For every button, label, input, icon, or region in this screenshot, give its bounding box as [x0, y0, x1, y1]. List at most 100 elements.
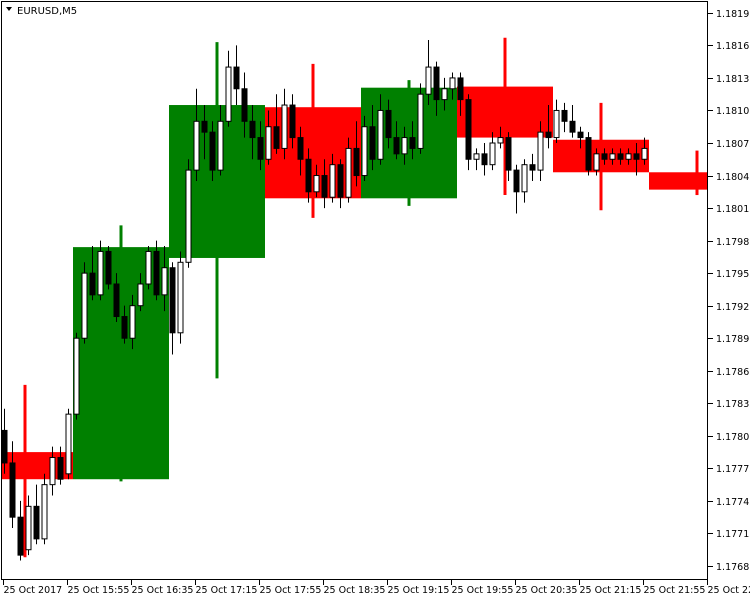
candle-body — [233, 66, 240, 90]
y-tick-label: 1.17775 — [716, 464, 750, 475]
candle-body — [209, 131, 216, 171]
candle-body — [65, 413, 72, 475]
candlesticks — [1, 39, 648, 561]
candle-body — [569, 120, 576, 133]
higher-timeframe-bars — [2, 37, 707, 558]
x-tick-label: 25 Oct 19:15 — [388, 585, 450, 596]
x-tick-label: 25 Oct 20:35 — [516, 585, 578, 596]
candle-body — [273, 126, 280, 149]
candle-body — [473, 153, 480, 160]
plot-frame — [1, 1, 708, 580]
y-tick-label: 1.17805 — [716, 432, 750, 443]
candle-body — [177, 261, 184, 334]
x-tick-label: 25 Oct 18:35 — [324, 585, 386, 596]
y-tick-label: 1.17835 — [716, 399, 750, 410]
candle-body — [33, 505, 40, 540]
htf-bar-body — [73, 247, 169, 480]
candle-body — [601, 153, 608, 160]
candle-body — [585, 137, 592, 171]
candle-body — [561, 109, 568, 122]
candle-body — [321, 175, 328, 198]
y-tick-label: 1.17955 — [716, 269, 750, 280]
candle-body — [105, 250, 112, 285]
y-tick-label: 1.17865 — [716, 367, 750, 378]
candle-body — [625, 153, 632, 160]
candle-body — [337, 164, 344, 198]
htf-bar-body — [553, 139, 649, 173]
candle-body — [225, 66, 232, 122]
y-tick-label: 1.17985 — [716, 237, 750, 248]
y-tick-label: 1.18075 — [716, 139, 750, 150]
candle-body — [73, 337, 80, 415]
x-tick-label: 25 Oct 17:55 — [260, 585, 322, 596]
candle-body — [121, 316, 128, 339]
candle-body — [289, 104, 296, 139]
candle-body — [17, 516, 24, 556]
y-tick-label: 1.17745 — [716, 497, 750, 508]
htf-bar-body — [361, 87, 457, 199]
candle-body — [137, 283, 144, 307]
candle-body — [577, 131, 584, 139]
candle-body — [1, 429, 8, 464]
candle-body — [489, 142, 496, 166]
symbol-header: EURUSD,M5 — [6, 6, 77, 17]
y-tick-label: 1.18105 — [716, 106, 750, 117]
candle-body — [81, 272, 88, 339]
candle-body — [161, 267, 168, 296]
candle-body — [513, 169, 520, 193]
htf-bar-body — [169, 105, 265, 258]
y-tick-label: 1.18195 — [716, 9, 750, 20]
symbol-label: EURUSD,M5 — [17, 6, 77, 17]
candle-body — [145, 250, 152, 285]
candle-body — [265, 126, 272, 160]
candle-body — [249, 120, 256, 139]
candle-body — [505, 137, 512, 171]
candle-body — [41, 484, 48, 540]
candle-body — [257, 137, 264, 160]
candle-body — [97, 250, 104, 296]
y-tick-label: 1.17895 — [716, 334, 750, 345]
candle-body — [537, 131, 544, 171]
candle-body — [433, 66, 440, 101]
dropdown-triangle-icon[interactable] — [6, 7, 12, 11]
x-tick-label: 25 Oct 17:15 — [196, 585, 258, 596]
x-tick-label: 25 Oct 21:55 — [644, 585, 706, 596]
candle-body — [449, 77, 456, 90]
candle-body — [377, 109, 384, 160]
htf-bar-body — [457, 86, 553, 138]
candle-body — [521, 164, 528, 193]
x-tick-label: 25 Oct 21:15 — [580, 585, 642, 596]
htf-bar-body — [649, 172, 707, 190]
y-tick-label: 1.18015 — [716, 204, 750, 215]
candle-body — [529, 164, 536, 171]
candle-body — [369, 126, 376, 160]
candle-body — [281, 104, 288, 149]
x-tick-label: 25 Oct 19:55 — [452, 585, 514, 596]
candle-body — [465, 99, 472, 160]
candle-body — [457, 77, 464, 101]
y-tick-label: 1.17715 — [716, 529, 750, 540]
candle-body — [185, 169, 192, 263]
candle-body — [409, 137, 416, 149]
candle-body — [297, 137, 304, 160]
candle-body — [609, 153, 616, 160]
htf-bar-body — [265, 107, 361, 199]
candle-body — [193, 120, 200, 171]
y-tick-label: 1.17925 — [716, 302, 750, 313]
y-tick-label: 1.18135 — [716, 74, 750, 85]
candle-body — [153, 250, 160, 296]
candle-body — [129, 305, 136, 339]
candle-body — [481, 153, 488, 166]
candle-body — [313, 175, 320, 193]
candle-body — [385, 109, 392, 139]
x-tick-label: 25 Oct 2017 — [4, 585, 63, 596]
candle-body — [593, 153, 600, 171]
y-tick-label: 1.18045 — [716, 172, 750, 183]
candle-body — [201, 120, 208, 133]
x-tick-label: 25 Oct 15:55 — [68, 585, 130, 596]
candle-body — [217, 120, 224, 171]
price-axis: 1.18195 1.18165 1.18135 1.18105 1.18075 1.180… — [708, 9, 750, 573]
x-tick-label: 25 Oct 22 — [708, 585, 750, 596]
candle-body — [617, 153, 624, 160]
